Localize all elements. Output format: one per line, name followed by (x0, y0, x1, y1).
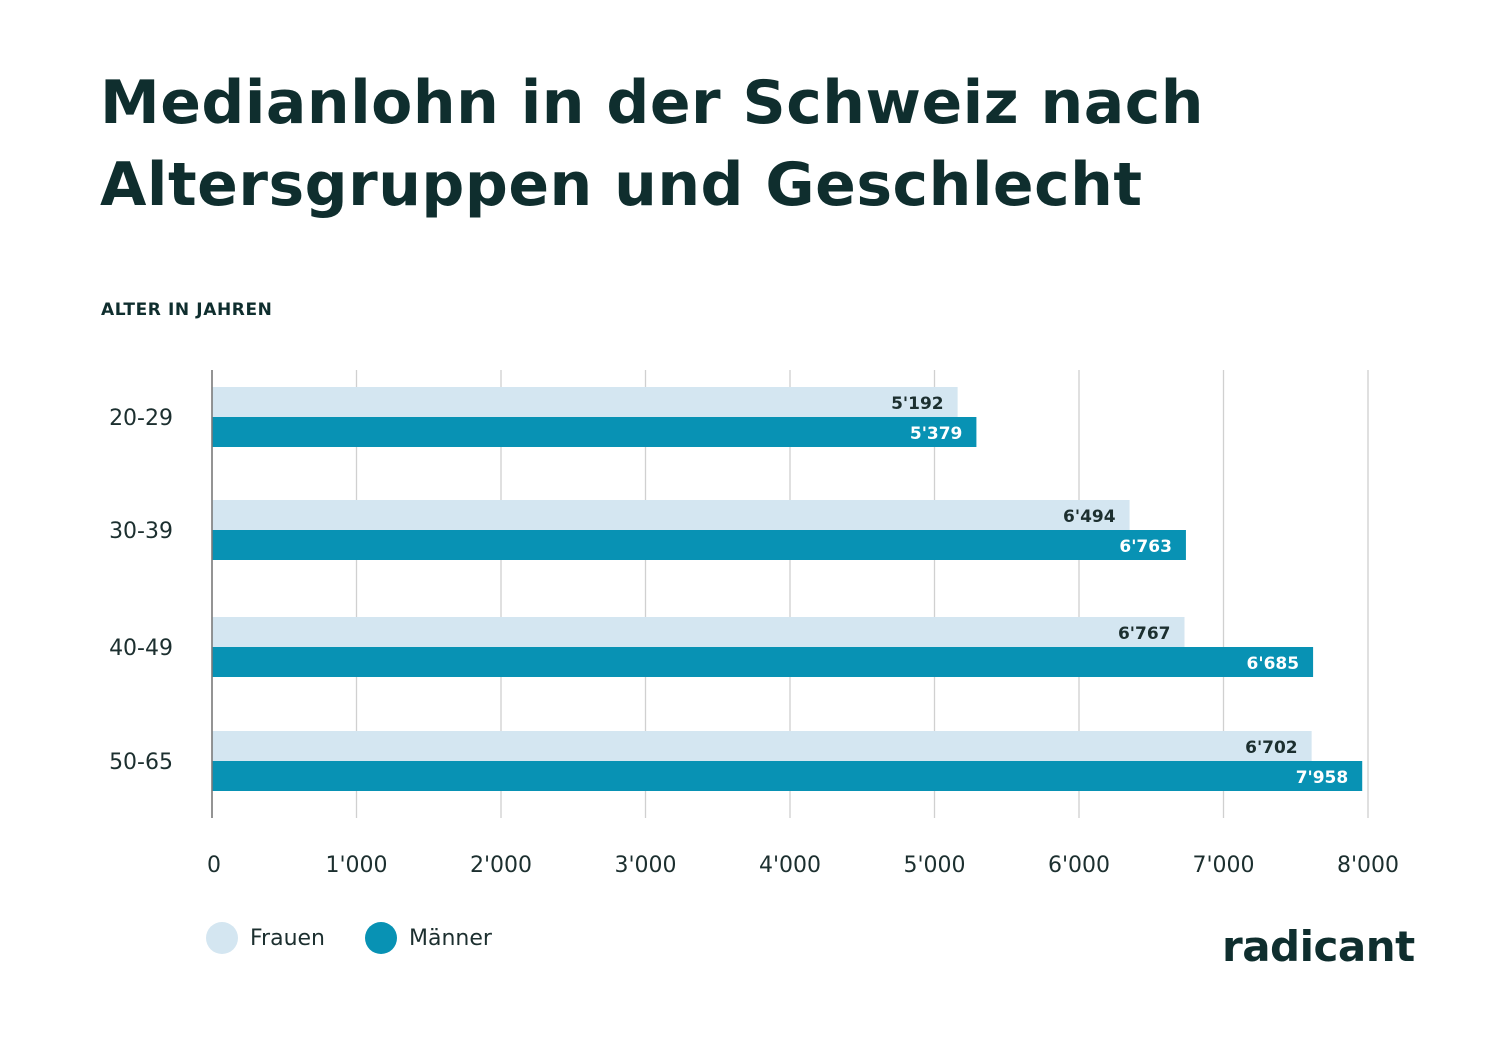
chart-title: Medianlohn in der Schweiz nach Altersgru… (100, 62, 1350, 226)
radicant-logo: radicant (1222, 922, 1415, 971)
data-label-maenner-30-39: 6'763 (1119, 537, 1172, 557)
data-label-frauen-50-65: 6'702 (1245, 738, 1298, 758)
legend: Frauen Männer (206, 922, 532, 954)
legend-swatch-frauen (206, 922, 238, 954)
chart-title-line-1: Medianlohn in der Schweiz nach (100, 68, 1204, 138)
bar-frauen-50-65 (212, 731, 1312, 761)
bar-maenner-50-65 (212, 761, 1363, 791)
x-tick-label-7: 7'000 (1192, 853, 1254, 878)
y-tick-label-30-39: 30-39 (109, 519, 173, 544)
data-label-frauen-40-49: 6'767 (1118, 624, 1171, 644)
data-label-frauen-20-29: 5'192 (891, 394, 944, 414)
bar-frauen-30-39 (212, 500, 1130, 530)
data-label-frauen-30-39: 6'494 (1063, 507, 1116, 527)
data-label-maenner-40-49: 6'685 (1247, 654, 1300, 674)
bar-maenner-30-39 (212, 530, 1186, 560)
bar-frauen-40-49 (212, 617, 1185, 647)
legend-item-maenner: Männer (365, 922, 492, 954)
data-label-maenner-20-29: 5'379 (910, 424, 963, 444)
y-tick-label-20-29: 20-29 (109, 406, 173, 431)
x-tick-label-0: 0 (207, 853, 221, 878)
x-tick-label-5: 5'000 (903, 853, 965, 878)
data-label-maenner-50-65: 7'958 (1296, 768, 1349, 788)
y-tick-label-50-65: 50-65 (109, 750, 173, 775)
x-tick-label-4: 4'000 (759, 853, 821, 878)
legend-swatch-maenner (365, 922, 398, 954)
legend-label-maenner: Männer (409, 925, 492, 951)
legend-label-frauen: Frauen (250, 925, 326, 951)
bar-frauen-20-29 (212, 387, 958, 417)
x-tick-label-6: 6'000 (1048, 853, 1110, 878)
x-tick-label-2: 2'000 (470, 853, 532, 878)
bar-maenner-20-29 (212, 417, 977, 447)
chart-title-line-2: Altersgruppen und Geschlecht (100, 150, 1143, 220)
y-tick-label-40-49: 40-49 (109, 636, 173, 661)
legend-item-frauen: Frauen (206, 922, 325, 954)
x-tick-label-8: 8'000 (1337, 853, 1399, 878)
y-axis-caption: ALTER IN JAHREN (101, 300, 273, 320)
x-tick-label-1: 1'000 (325, 853, 387, 878)
bar-maenner-40-49 (212, 647, 1314, 677)
x-tick-label-3: 3'000 (614, 853, 676, 878)
